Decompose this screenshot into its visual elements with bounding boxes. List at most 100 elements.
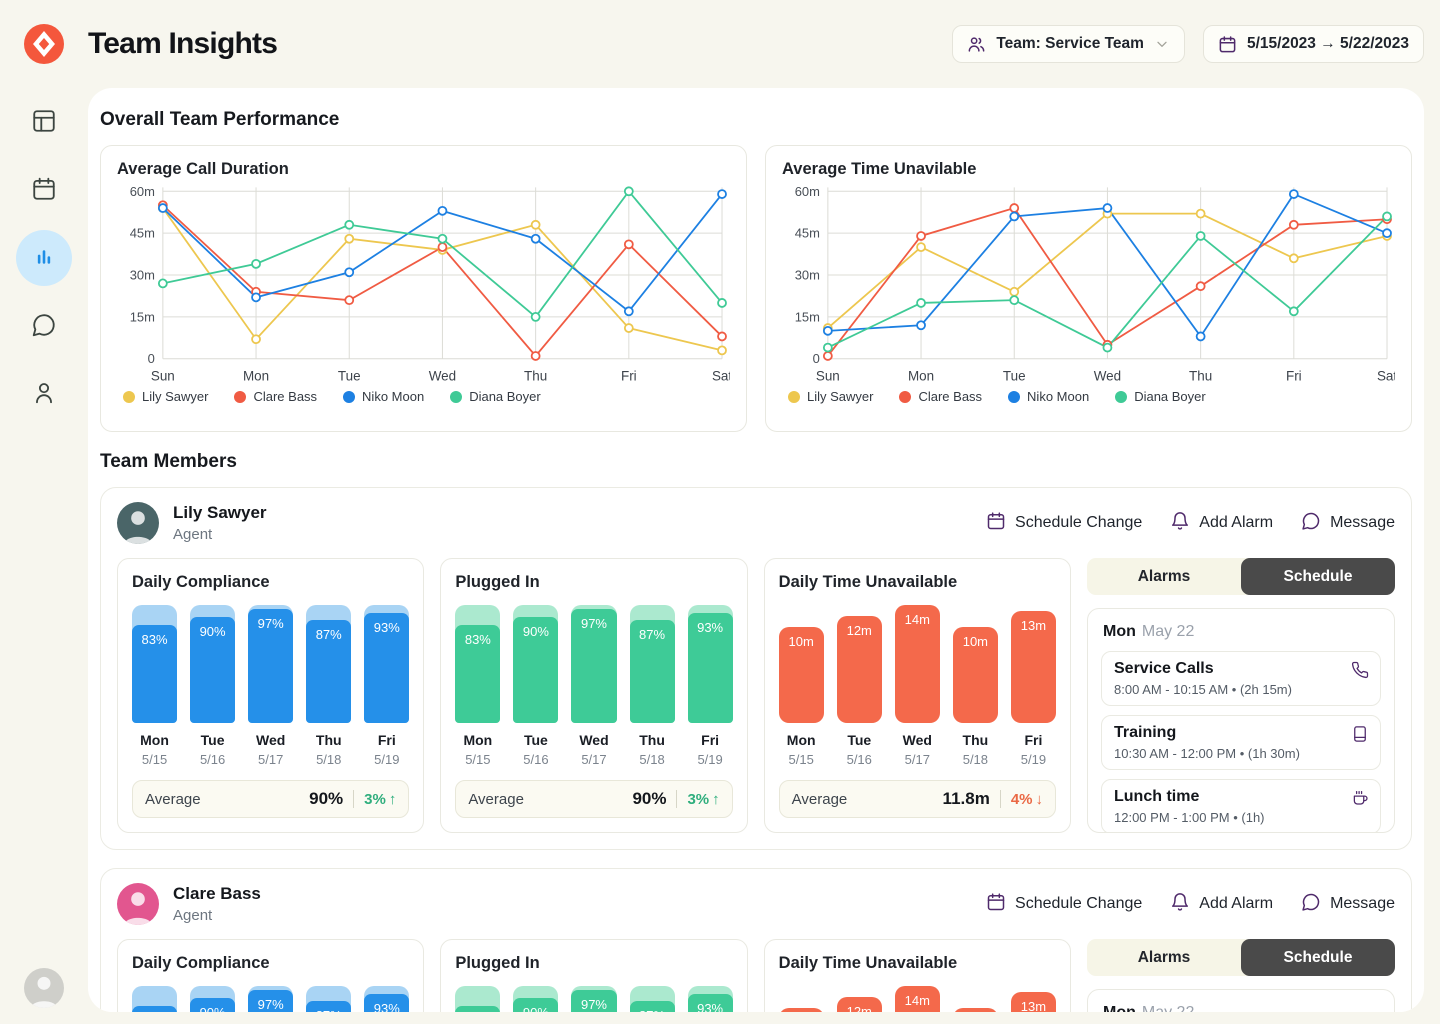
alarms-schedule-toggle: Alarms Schedule [1087,939,1395,976]
top-bar: Team Insights Team: Service Team 5/15/20… [0,0,1440,88]
bar-date-label: 5/15 [465,752,491,767]
svg-text:30m: 30m [795,268,820,283]
date-range-label: 5/15/2023 → 5/22/2023 [1246,35,1409,52]
bar: 87% [629,986,675,1012]
tab-alarms[interactable]: Alarms [1087,939,1241,976]
bar-value-label: 87% [639,627,666,643]
bar: 83% [132,605,178,723]
bars-plot: 83% 90% 97% 87% 93% [455,986,733,1012]
sidebar-item-chat[interactable] [16,298,72,354]
svg-text:Fri: Fri [1286,369,1302,384]
bar: 90% [190,605,236,723]
bar-date-label: 5/17 [581,752,607,767]
tab-schedule[interactable]: Schedule [1241,558,1395,595]
bar: 97% [571,986,617,1012]
bar: 97% [248,605,294,723]
message-button[interactable]: Message [1301,511,1395,536]
tab-schedule[interactable]: Schedule [1241,939,1395,976]
message-label: Message [1330,514,1395,531]
date-range-picker[interactable]: 5/15/2023 → 5/22/2023 [1202,25,1424,63]
legend-dot [899,390,912,403]
bars-plot: 83% 90% 97% 87% 93% [132,986,410,1012]
performance-section-title: Overall Team Performance [100,109,340,130]
bar-value-label: 97% [257,996,284,1012]
svg-text:Mon: Mon [908,369,934,384]
svg-text:Wed: Wed [429,369,456,384]
message-label: Message [1330,895,1395,912]
add-alarm-button[interactable]: Add Alarm [1170,511,1273,536]
bar-day-label: Thu [962,732,989,748]
legend-label: Lily Sawyer [807,389,874,404]
bar: 10m [778,605,824,723]
performance-charts-row: Average Call Duration 0 15m 30m 45m 60m Sun Mo… [100,145,1412,432]
legend-dot [123,390,135,403]
svg-text:0: 0 [148,351,155,366]
sidebar-item-user[interactable] [16,366,72,422]
bar: 14m [894,986,940,1012]
svg-text:Wed: Wed [1094,369,1121,384]
bar-chart-icon [31,244,57,273]
schedule-change-button[interactable]: Schedule Change [986,892,1142,917]
average-value: 90% [309,789,344,808]
mini-chart-title: Daily Time Unavailable [778,573,958,591]
sidebar-item-calendar[interactable] [16,162,72,218]
mini-chart-daily-compliance: Daily Compliance83%90%97%87%93%Mon5/15Tu… [117,939,425,1012]
schedule-date-header: Mon May 22 [1103,623,1381,641]
member-body: Daily Compliance 83% 90% 97% 87% 93% Mon 5/15 Tu… [117,558,1395,833]
alarms-schedule-panel: Alarms Schedule Mon May 22 Service Calls 8… [1087,558,1395,833]
bar-date-label: 5/16 [846,752,872,767]
average-row: Average 90% 3% ↑ [455,780,733,818]
event-time: 8:00 AM - 10:15 AM • (2h 15m) [1114,682,1292,697]
schedule-change-button[interactable]: Schedule Change [986,511,1142,536]
line-chart-time-unavailable: 0 15m 30m 45m 60m Sun Mon Tue Wed Thu Fri Sat [782,181,1395,387]
svg-text:Tue: Tue [338,369,361,384]
chart-card-time-unavailable: Average Time Unavilable 0 15m 30m 45m 60m Sun… [765,145,1412,432]
bar-day-label: Fri [377,732,396,748]
bar-day-label: Mon [140,732,169,748]
divider [676,790,678,808]
profile-avatar[interactable] [24,968,64,1008]
add-alarm-button[interactable]: Add Alarm [1170,892,1273,917]
schedule-event[interactable]: Lunch time 12:00 PM - 1:00 PM • (1h) [1101,779,1381,832]
bar: 93% [364,605,410,723]
bar-value-label: 93% [373,620,400,636]
bar: 83% [455,605,501,723]
team-selector[interactable]: Team: Service Team [952,25,1185,63]
schedule-event[interactable]: Service Calls 8:00 AM - 10:15 AM • (2h 15… [1101,651,1381,706]
tab-alarms[interactable]: Alarms [1087,558,1241,595]
sidebar-item-bar-chart[interactable] [16,230,72,286]
bar-value-label: 87% [315,627,342,643]
svg-text:45m: 45m [795,226,820,241]
average-change: 4% ↓ [1010,790,1043,808]
svg-text:60m: 60m [795,184,820,199]
bars-axis: Mon 5/15 Tue 5/16 Wed 5/17 Thu 5/18 Fri 5/19 [779,732,1056,767]
trend-up-arrow-icon: ↑ [388,790,397,808]
user-icon [31,380,57,409]
schedule-date-header: Mon May 22 [1103,1004,1381,1012]
bars-plot: 83% 90% 97% 87% 93% [455,605,733,723]
sidebar-item-panels[interactable] [16,94,72,150]
mini-chart-title: Plugged In [455,573,540,591]
legend-item: Clare Bass [234,389,317,404]
bar-value-label: 14m [904,993,930,1008]
schedule-date: May 22 [1142,1004,1194,1012]
bar: 93% [364,986,410,1012]
member-name: Lily Sawyer [173,503,267,522]
schedule-event[interactable]: Training 10:30 AM - 12:00 PM • (1h 30m) [1101,715,1381,770]
average-row: Average 90% 3% ↑ [132,780,410,818]
average-row: Average 11.8m 4% ↓ [778,780,1056,818]
average-value: 11.8m [942,789,990,808]
average-change: 3% ↑ [687,790,720,808]
bar: 90% [513,605,559,723]
bar: 14m [894,605,940,723]
message-button[interactable]: Message [1301,892,1395,917]
legend-dot [788,390,800,403]
legend-item: Lily Sawyer [788,389,873,404]
legend-item: Diana Boyer [450,389,541,404]
legend-dot [234,390,247,403]
bar-date-label: 5/19 [1020,752,1047,767]
bar-date-label: 5/15 [141,752,168,767]
